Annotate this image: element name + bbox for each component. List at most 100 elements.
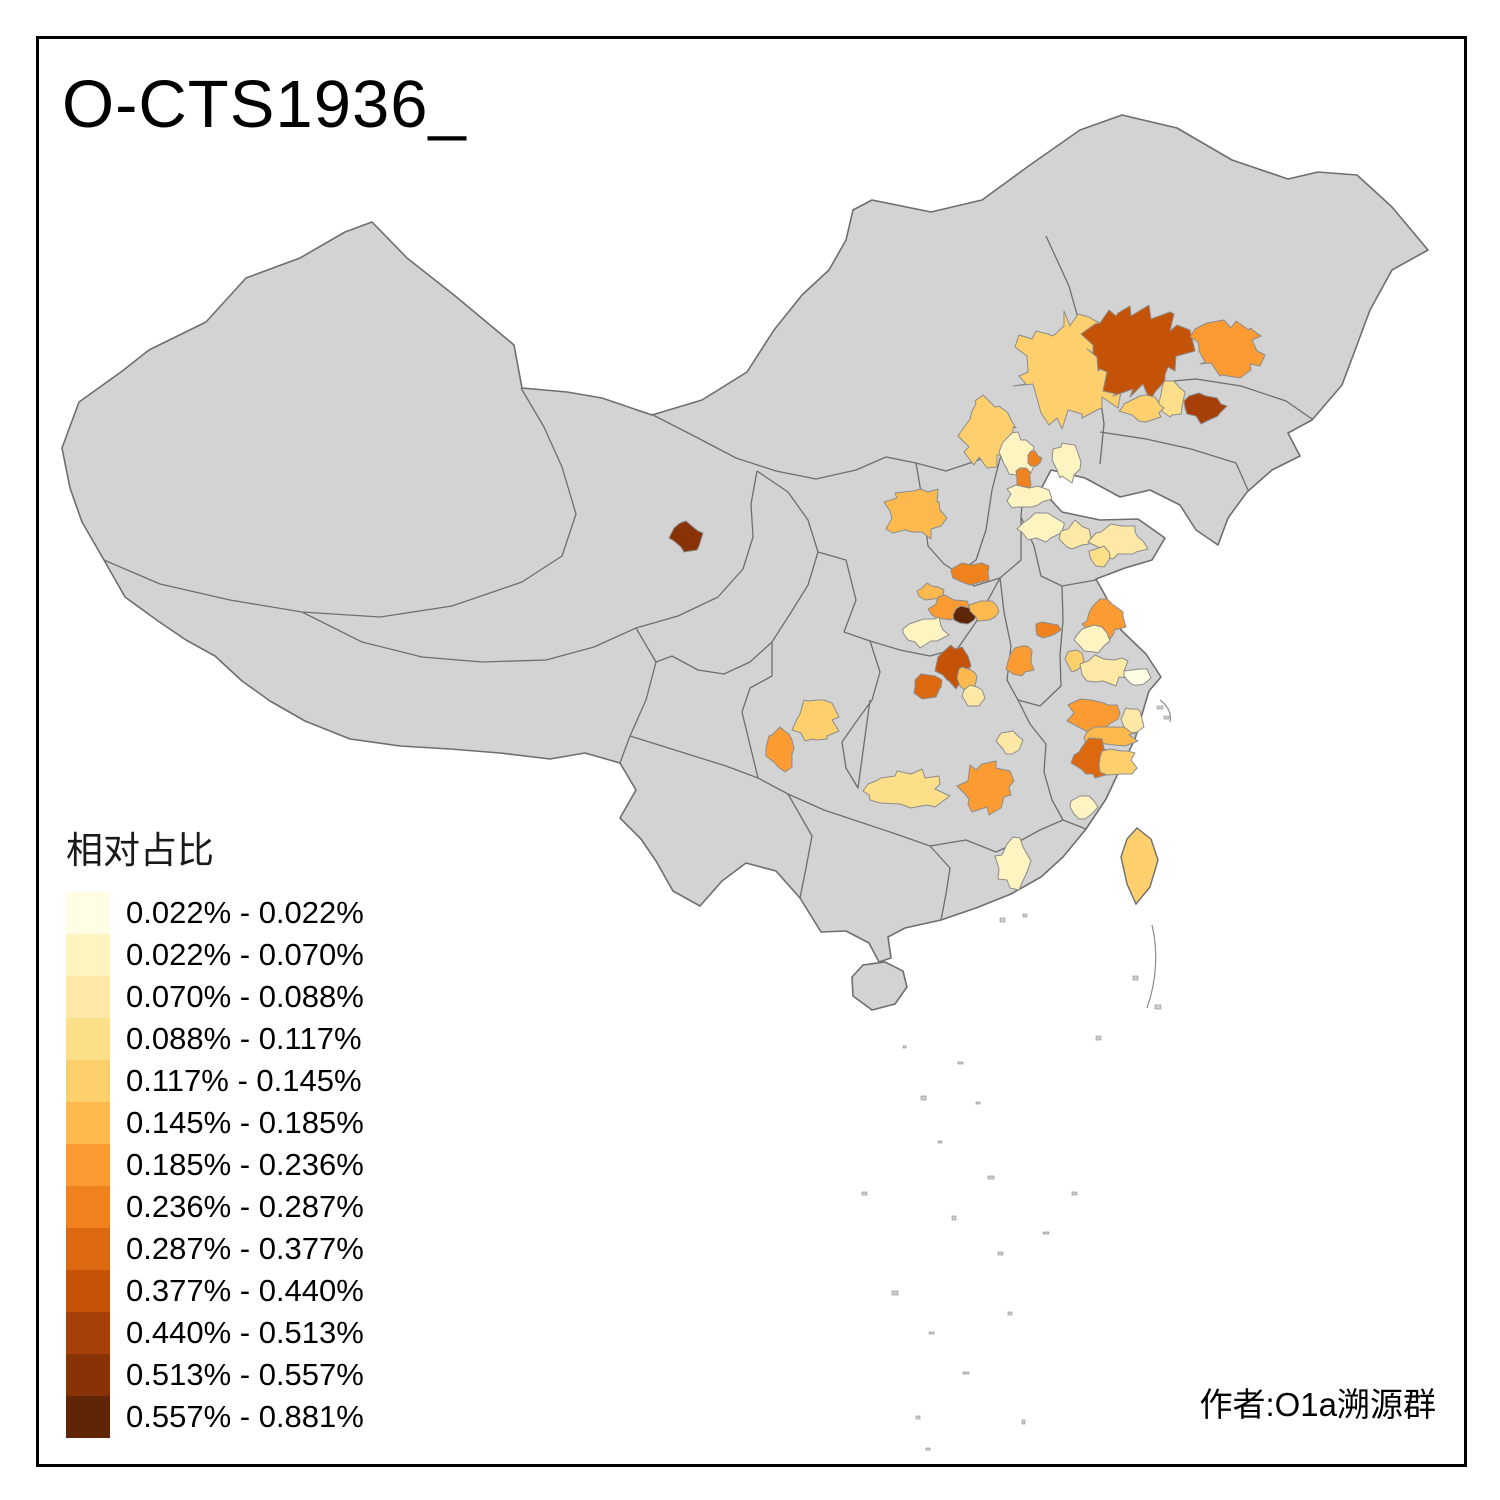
legend-row: 0.117% - 0.145% [66, 1060, 364, 1102]
prefecture-region [1051, 442, 1082, 484]
legend-swatch [66, 934, 110, 976]
prefecture-region [961, 684, 986, 707]
prefecture-region [995, 730, 1024, 755]
prefecture-region [1183, 392, 1228, 425]
plot-frame [36, 36, 1467, 1467]
islet [962, 1371, 970, 1375]
legend-row: 0.236% - 0.287% [66, 1186, 364, 1228]
islet [902, 1045, 907, 1049]
prefecture-region [913, 673, 943, 700]
legend-label: 0.070% - 0.088% [126, 979, 364, 1014]
prefecture-region [1088, 545, 1111, 568]
south-sea-islets [861, 705, 1170, 1451]
prefecture-region [1157, 380, 1186, 418]
prefecture-region [668, 520, 704, 553]
legend-row: 0.557% - 0.881% [66, 1396, 364, 1438]
prefecture-region [1006, 484, 1053, 509]
islet [1007, 1311, 1013, 1316]
prefecture-region [791, 699, 840, 742]
legend-swatch [66, 1228, 110, 1270]
attribution: 作者:O1a溯源群 [1199, 1386, 1436, 1423]
prefecture-region [883, 488, 948, 540]
islet [1042, 1231, 1050, 1235]
prefecture-region [1118, 394, 1165, 423]
islet [987, 1175, 995, 1180]
islet [1095, 1035, 1102, 1041]
legend-label: 0.022% - 0.022% [126, 895, 364, 930]
legend-label: 0.513% - 0.557% [126, 1357, 364, 1392]
island-arcs [1146, 699, 1172, 1009]
legend-label: 0.440% - 0.513% [126, 1315, 364, 1350]
prefecture-region [916, 582, 945, 601]
prefecture-region [862, 768, 951, 809]
legend-row: 0.088% - 0.117% [66, 1018, 364, 1060]
legend-label: 0.022% - 0.070% [126, 937, 364, 972]
prefecture-region [1079, 654, 1131, 687]
taiwan-island [1120, 827, 1159, 906]
legend-label: 0.377% - 0.440% [126, 1273, 364, 1308]
prefecture-region [1035, 621, 1062, 639]
prefecture-region [1123, 668, 1152, 686]
prefecture-region [765, 726, 795, 773]
prefecture-region [956, 760, 1015, 816]
prefecture-region [994, 836, 1032, 891]
islet [925, 1447, 931, 1451]
prefecture-region [902, 616, 950, 649]
prefecture-region [1058, 519, 1092, 550]
prefecture-region [1120, 707, 1145, 734]
prefecture-region [950, 562, 990, 586]
islet [861, 1191, 868, 1196]
legend-swatch [66, 1396, 110, 1438]
legend-swatch [66, 1060, 110, 1102]
prefecture-regions [668, 304, 1266, 891]
legend-swatch [66, 1018, 110, 1060]
islet [915, 1415, 921, 1420]
prefecture-region [1064, 649, 1085, 673]
prefecture-region [1066, 698, 1121, 733]
legend-swatch [66, 1144, 110, 1186]
islet [1154, 1004, 1162, 1010]
legend-label: 0.287% - 0.377% [126, 1231, 364, 1266]
legend-row: 0.070% - 0.088% [66, 976, 364, 1018]
prefecture-region [1080, 304, 1196, 402]
prefecture-region [1189, 319, 1266, 379]
islet [1132, 975, 1139, 981]
prefecture-region [1016, 512, 1065, 543]
islet [920, 1095, 927, 1101]
legend-swatch [66, 1102, 110, 1144]
islet [891, 1290, 899, 1296]
legend-row: 0.377% - 0.440% [66, 1270, 364, 1312]
hainan-island [851, 961, 908, 1011]
islet [1022, 913, 1028, 918]
islet [999, 917, 1006, 923]
page-title: O-CTS1936_ [62, 67, 467, 142]
legend: 相对占比 0.022% - 0.022% 0.022% - 0.070% 0.070… [66, 820, 364, 1438]
legend-row: 0.287% - 0.377% [66, 1228, 364, 1270]
legend-label: 0.185% - 0.236% [126, 1147, 364, 1182]
legend-swatch [66, 1270, 110, 1312]
islet [997, 1251, 1004, 1256]
prefecture-region [1073, 624, 1111, 654]
legend-label: 0.088% - 0.117% [126, 1021, 362, 1056]
legend-row: 0.022% - 0.070% [66, 934, 364, 976]
prefecture-region [1098, 748, 1138, 776]
legend-swatch [66, 976, 110, 1018]
islet [1071, 1191, 1078, 1196]
islet [928, 1331, 935, 1335]
islet [1156, 705, 1164, 710]
legend-row: 0.440% - 0.513% [66, 1312, 364, 1354]
legend-row: 0.513% - 0.557% [66, 1354, 364, 1396]
legend-label: 0.145% - 0.185% [126, 1105, 364, 1140]
legend-rows: 0.022% - 0.022% 0.022% - 0.070% 0.070% - 0… [66, 892, 364, 1438]
prefecture-region [1005, 645, 1035, 677]
legend-swatch [66, 1354, 110, 1396]
islet [951, 1215, 957, 1221]
legend-label: 0.117% - 0.145% [126, 1063, 362, 1098]
legend-row: 0.185% - 0.236% [66, 1144, 364, 1186]
legend-row: 0.022% - 0.022% [66, 892, 364, 934]
islet [957, 1061, 964, 1065]
legend-label: 0.557% - 0.881% [126, 1399, 364, 1434]
islet [937, 1140, 943, 1144]
